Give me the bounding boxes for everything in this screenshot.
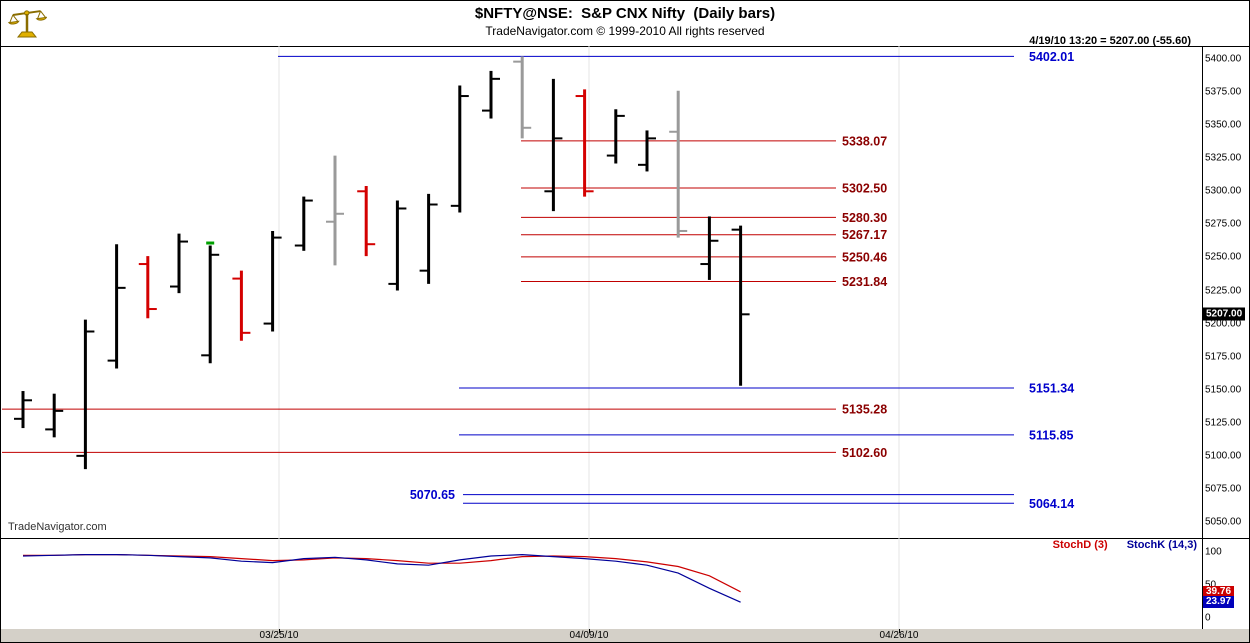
stoch-axis-label: 50 [1205, 580, 1216, 591]
ohlc-bar [170, 233, 188, 294]
watermark: TradeNavigator.com [8, 521, 107, 533]
price-axis[interactable]: 5400.00 5375.00 5350.00 5325.00 5300.00 5275.… [1203, 46, 1249, 630]
ohlc-bar [544, 78, 563, 212]
stoch-d-legend-label: StochD (3) [1052, 539, 1108, 551]
ohlc-bar [700, 216, 719, 280]
last-price-badge: 5207.00 [1203, 307, 1246, 321]
level-label: 5267.17 [842, 228, 887, 242]
ohlc-bar [575, 89, 594, 197]
price-axis-label: 5225.00 [1205, 285, 1242, 296]
price-axis-label: 5150.00 [1205, 384, 1242, 396]
stoch-line [22, 553, 741, 603]
level-label: 5102.60 [842, 446, 887, 460]
ohlc-bar [76, 319, 95, 470]
chart-title: $NFTY@NSE: S&P CNX Nifty (Daily bars) [474, 5, 776, 22]
scales-icon [7, 10, 48, 38]
chart-top-border [1, 46, 1249, 47]
ohlc-bar [138, 256, 157, 319]
level-label: 5280.30 [842, 211, 887, 225]
level-label: 5070.65 [410, 488, 455, 502]
stoch-axis-label: 0 [1205, 612, 1211, 624]
level-label: 5115.85 [1029, 428, 1074, 442]
main-price-chart[interactable]: 5402.01 5338.07 5302.50 5280.30 5267.17 5250.… [1, 46, 1202, 538]
ohlc-bar [294, 196, 313, 251]
last-quote-readout: 4/19/10 13:20 = 5207.00 (-55.60) [1029, 35, 1191, 47]
ohlc-bar [45, 393, 64, 438]
date-axis-tick [899, 629, 900, 633]
price-axis-label: 5175.00 [1205, 351, 1242, 363]
ohlc-bar [388, 200, 407, 291]
date-axis-label: 03/25/10 [259, 630, 299, 641]
ohlc-bar [107, 244, 126, 369]
level-label: 5151.34 [1029, 381, 1074, 395]
price-axis-label: 5250.00 [1205, 251, 1242, 263]
date-axis[interactable] [1, 629, 1249, 642]
ohlc-bar [326, 155, 344, 266]
price-axis-label: 5125.00 [1205, 417, 1242, 429]
ohlc-bar [513, 56, 532, 139]
level-label: 5064.14 [1029, 497, 1074, 511]
date-axis-label: 04/26/10 [879, 630, 919, 641]
price-axis-label: 5300.00 [1205, 185, 1242, 197]
level-label: 5250.46 [842, 250, 887, 264]
ohlc-bar [357, 185, 376, 257]
price-axis-label: 5400.00 [1205, 53, 1242, 65]
price-axis-label: 5325.00 [1205, 152, 1242, 164]
stochastic-panel[interactable] [1, 538, 1202, 629]
level-label: 5231.84 [842, 275, 887, 289]
trade-navigator-scales-logo [7, 3, 48, 46]
price-axis-divider [1202, 46, 1203, 629]
level-label: 5402.01 [1029, 50, 1074, 64]
date-axis-tick [589, 629, 590, 633]
ohlc-bar [482, 70, 500, 119]
level-label: 5338.07 [842, 134, 887, 148]
stoch-k-legend-label: StochK (14,3) [1126, 539, 1197, 551]
ohlc-bar [669, 90, 688, 238]
signal-marker [206, 241, 215, 245]
date-axis-tick [279, 629, 280, 633]
ohlc-bar [14, 391, 32, 429]
price-axis-label: 5350.00 [1205, 119, 1242, 131]
ohlc-bar [606, 109, 625, 164]
stoch-d-badge: 39.76 [1203, 585, 1235, 598]
stoch-line [23, 554, 741, 593]
ohlc-bar [731, 225, 750, 386]
panel-divider [1, 538, 1249, 539]
price-axis-label: 5375.00 [1205, 86, 1242, 98]
price-axis-label: 5050.00 [1205, 516, 1242, 528]
level-label: 5135.28 [842, 403, 887, 417]
price-axis-label: 5275.00 [1205, 218, 1242, 230]
price-axis-label: 5075.00 [1205, 483, 1242, 495]
stochastic-legend: StochD (3) StochK (14,3) [1, 539, 1197, 551]
ohlc-bar [638, 130, 656, 172]
stoch-axis-label: 100 [1205, 546, 1222, 558]
stoch-k-badge: 23.97 [1203, 596, 1235, 609]
ohlc-bar [232, 270, 251, 341]
ohlc-bar [419, 193, 438, 284]
date-axis-label: 04/09/10 [569, 630, 609, 641]
ohlc-bar [450, 85, 469, 213]
price-axis-label: 5200.00 [1205, 318, 1242, 330]
level-label: 5302.50 [842, 181, 887, 195]
ohlc-bar [263, 230, 282, 332]
ohlc-bar [201, 241, 220, 364]
copyright-subtitle: TradeNavigator.com © 1999-2010 All right… [485, 24, 765, 38]
price-axis-label: 5100.00 [1205, 450, 1242, 462]
